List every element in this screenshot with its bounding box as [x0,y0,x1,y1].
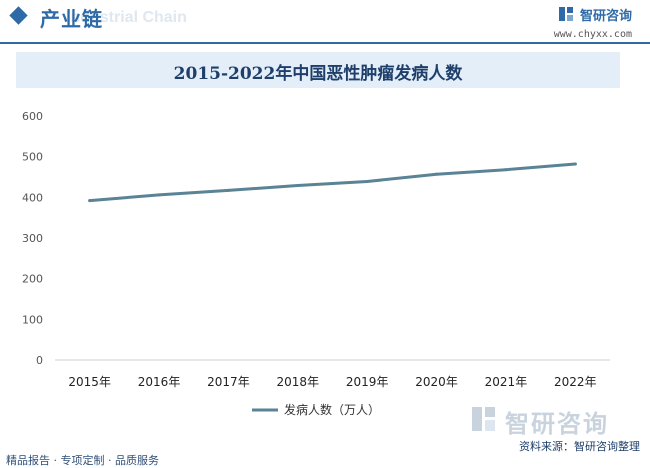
legend-label: 发病人数（万人） [284,402,380,417]
x-tick-label: 2015年 [68,375,111,389]
data-point [435,172,439,176]
y-tick-label: 0 [36,354,43,367]
chart-title-band: 2015-2022年中国恶性肿瘤发病人数 [16,52,620,88]
source-note: 资料来源：智研咨询整理 [519,440,640,453]
header-divider [0,42,650,44]
data-point [296,184,300,188]
section-title: 产业链 [40,7,103,31]
brand-name: 智研咨询 [579,9,632,24]
section-title-en: Industrial Chain [66,9,187,26]
series-line [88,162,577,203]
brand: 智研咨询 [558,5,632,24]
y-tick-label: 400 [22,191,43,204]
x-tick-label: 2018年 [277,375,320,389]
brand-logo-icon [558,7,573,21]
footer-slogan: 精品报告 · 专项定制 · 品质服务 [6,454,159,467]
brand-url: www.chyxx.com [553,29,632,40]
header: Industrial Chain 产业链 智研咨询 www.chyxx.com [0,0,650,40]
y-tick-label: 500 [22,151,43,164]
x-tick-label: 2021年 [485,375,528,389]
watermark-logo-icon [472,407,495,431]
x-tick-label: 2022年 [554,375,597,389]
chart-title: 2015-2022年中国恶性肿瘤发病人数 [173,64,463,84]
y-tick-label: 200 [22,273,43,286]
data-point [365,179,369,183]
data-point [157,193,161,197]
y-tick-label: 300 [22,232,43,245]
x-tick-label: 2017年 [207,375,250,389]
y-tick-label: 600 [22,110,43,123]
data-point [88,199,92,203]
x-tick-label: 2020年 [415,375,458,389]
data-point [573,162,577,166]
watermark-text: 智研咨询 [505,410,609,438]
x-tick-label: 2016年 [138,375,181,389]
data-point [226,188,230,192]
data-point [504,168,508,172]
y-tick-label: 100 [22,313,43,326]
x-tick-label: 2019年 [346,375,389,389]
